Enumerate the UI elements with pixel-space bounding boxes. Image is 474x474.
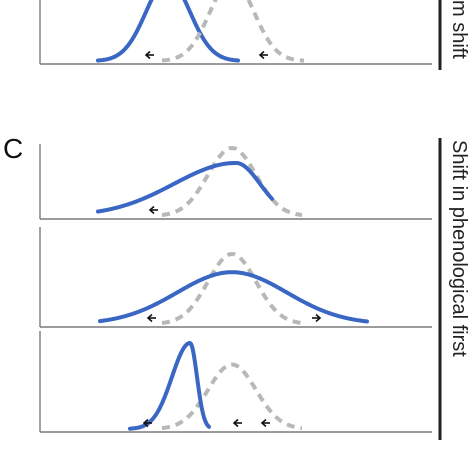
panel-2-solid-curve <box>98 270 369 324</box>
panel-1-dashed-curve <box>161 145 303 217</box>
panel-2-arrow-0-icon <box>146 313 156 323</box>
panel-3-arrow-1-icon <box>232 418 242 428</box>
curves-layer <box>96 0 369 431</box>
panel-3-solid-curve <box>128 341 211 431</box>
panel-3-arrow-2-icon <box>260 418 270 428</box>
panel-2-dashed-curve <box>161 251 303 325</box>
panel-c3-axes <box>39 331 432 433</box>
panel-c2-axes <box>39 227 432 328</box>
panel-1-arrow-0-icon <box>148 205 158 215</box>
panel-top-axes <box>39 0 432 65</box>
panel-2-arrow-1-icon <box>312 313 322 323</box>
panel-c-side-label: Shift in phenological first <box>448 140 470 357</box>
panel-0-solid-curve <box>96 0 240 63</box>
panel-0-arrow-1-icon <box>258 50 268 60</box>
panel-0-dashed-curve <box>161 0 304 63</box>
panel-3-dashed-curve <box>161 362 303 431</box>
panel-c1-axes <box>39 144 432 220</box>
top-side-label: m shift <box>448 0 470 59</box>
panel-1-solid-curve <box>96 161 274 214</box>
panel-letter-c: C <box>3 133 23 164</box>
panel-0-arrow-0-icon <box>144 50 154 60</box>
panel-3-arrow-0-icon <box>142 418 152 428</box>
